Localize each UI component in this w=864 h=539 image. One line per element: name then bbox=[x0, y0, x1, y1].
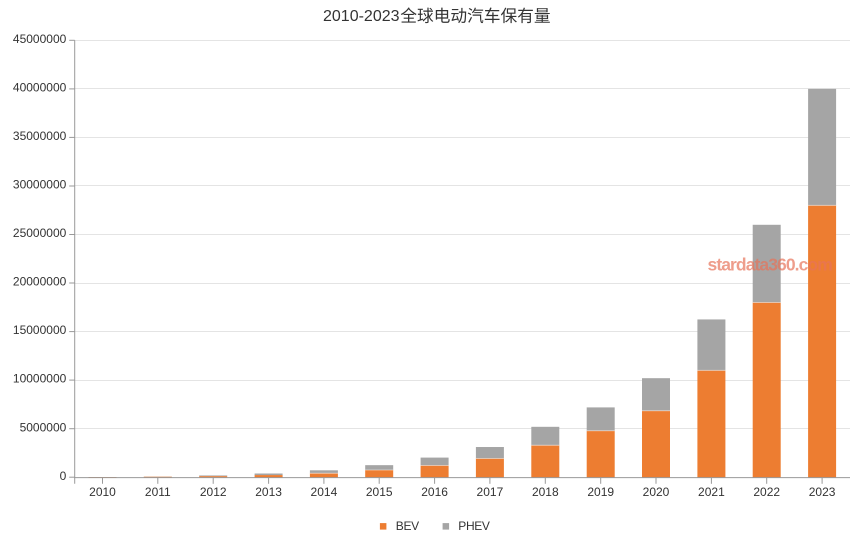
svg-text:5000000: 5000000 bbox=[20, 420, 67, 434]
svg-text:2020: 2020 bbox=[643, 485, 670, 499]
svg-text:25000000: 25000000 bbox=[13, 226, 67, 240]
svg-text:stardata360.com: stardata360.com bbox=[708, 255, 833, 275]
svg-text:2018: 2018 bbox=[532, 485, 559, 499]
svg-text:2016: 2016 bbox=[421, 485, 448, 499]
svg-text:35000000: 35000000 bbox=[13, 129, 67, 143]
svg-text:2011: 2011 bbox=[145, 485, 171, 499]
svg-text:2012: 2012 bbox=[200, 485, 227, 499]
svg-text:2010-2023: 2010-2023 bbox=[323, 8, 400, 25]
svg-text:2017: 2017 bbox=[477, 485, 504, 499]
svg-text:2010: 2010 bbox=[89, 485, 116, 499]
svg-text:BEV: BEV bbox=[396, 519, 419, 533]
svg-text:15000000: 15000000 bbox=[13, 323, 67, 337]
svg-text:2023: 2023 bbox=[809, 485, 836, 499]
svg-text:20000000: 20000000 bbox=[13, 275, 67, 289]
svg-text:45000000: 45000000 bbox=[13, 32, 67, 46]
svg-text:2015: 2015 bbox=[366, 485, 393, 499]
svg-text:PHEV: PHEV bbox=[458, 519, 490, 533]
svg-text:2021: 2021 bbox=[698, 485, 725, 499]
svg-text:2013: 2013 bbox=[255, 485, 282, 499]
svg-text:2019: 2019 bbox=[587, 485, 614, 499]
svg-text:10000000: 10000000 bbox=[13, 372, 67, 386]
svg-text:2022: 2022 bbox=[753, 485, 780, 499]
svg-text:40000000: 40000000 bbox=[13, 81, 67, 95]
svg-text:0: 0 bbox=[60, 469, 67, 483]
svg-text:2014: 2014 bbox=[311, 485, 338, 499]
svg-text:30000000: 30000000 bbox=[13, 178, 67, 192]
